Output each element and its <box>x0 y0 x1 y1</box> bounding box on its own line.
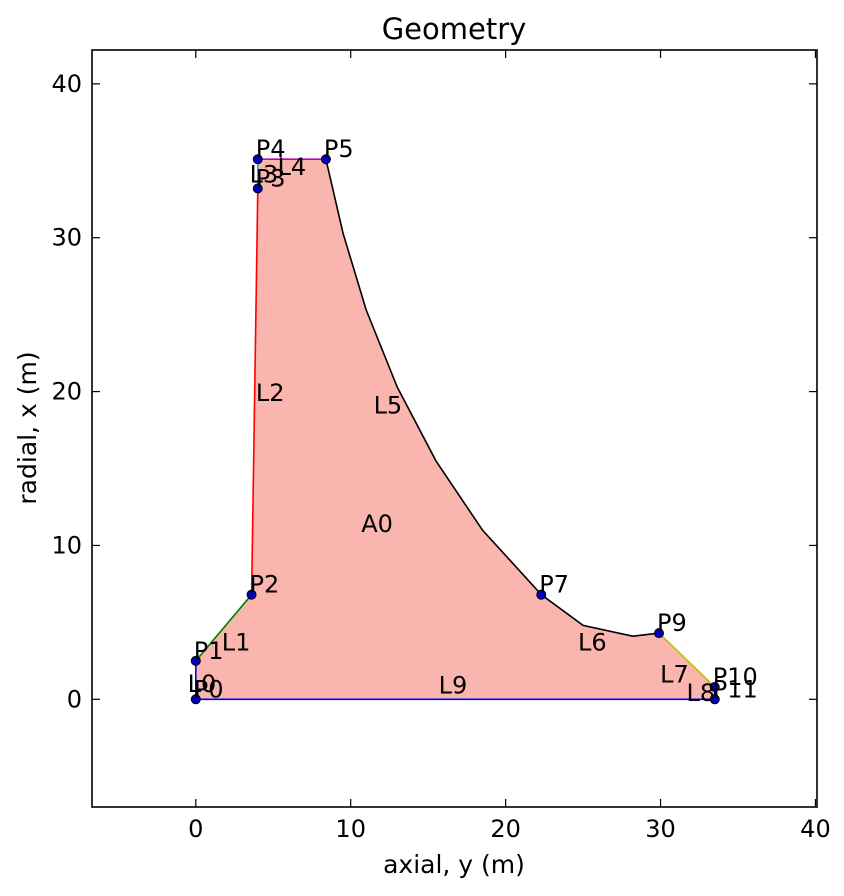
y-tick-label: 20 <box>51 378 82 406</box>
x-tick-label: 10 <box>335 815 366 843</box>
point-p11-marker <box>709 694 720 705</box>
line-l4-label: L4 <box>278 153 307 181</box>
point-p1-label: P1 <box>194 637 224 665</box>
area-a0-label: A0 <box>361 510 393 538</box>
line-l2 <box>250 188 259 595</box>
point-p2-marker <box>246 589 257 600</box>
point-p0-label: P0 <box>194 675 224 703</box>
x-tick-label: 40 <box>800 815 831 843</box>
point-p7-label: P7 <box>539 571 569 599</box>
point-p3-label: P3 <box>256 164 286 192</box>
point-p1-marker <box>190 655 201 666</box>
line-l7-label: L7 <box>660 661 689 689</box>
point-p10-label: P10 <box>713 663 758 691</box>
line-l6 <box>540 594 660 638</box>
point-p9-label: P9 <box>657 609 687 637</box>
point-p3-marker <box>252 183 263 194</box>
line-l5-label: L5 <box>374 391 403 419</box>
point-p2-label: P2 <box>250 571 280 599</box>
x-tick-label: 0 <box>188 815 203 843</box>
axis-ticks: 0 10 20 30 40 0 10 20 30 40 <box>51 49 831 843</box>
line-l5 <box>325 159 542 596</box>
y-axis-label: radial, x (m) <box>13 351 42 504</box>
point-p0-marker <box>190 694 201 705</box>
line-l9-label: L9 <box>439 671 468 699</box>
point-p5-label: P5 <box>324 135 354 163</box>
line-l1 <box>195 594 253 662</box>
y-tick-label: 40 <box>51 70 82 98</box>
point-p10-marker <box>709 681 720 692</box>
line-l8-label: L8 <box>686 679 715 707</box>
y-tick-label: 30 <box>51 224 82 252</box>
line-l6-label: L6 <box>578 628 607 656</box>
point-p4-label: P4 <box>256 135 286 163</box>
line-l7 <box>658 632 716 688</box>
area-a0-fill <box>195 159 715 700</box>
plot-frame <box>91 49 818 808</box>
x-tick-label: 30 <box>645 815 676 843</box>
chart-title: Geometry <box>382 12 527 46</box>
x-tick-label: 20 <box>490 815 521 843</box>
point-p9-marker <box>653 628 664 639</box>
point-p4-marker <box>252 154 263 165</box>
y-tick-label: 10 <box>51 531 82 559</box>
line-l1-label: L1 <box>222 628 251 656</box>
y-tick-label: 0 <box>67 685 82 713</box>
point-p11-label: P11 <box>713 675 758 703</box>
line-l2-label: L2 <box>256 379 285 407</box>
point-p5-marker <box>320 154 331 165</box>
x-axis-label: axial, y (m) <box>383 850 525 879</box>
line-l0-label: L0 <box>188 670 217 698</box>
point-p7-marker <box>536 589 547 600</box>
line-l3-label: L3 <box>250 161 279 189</box>
